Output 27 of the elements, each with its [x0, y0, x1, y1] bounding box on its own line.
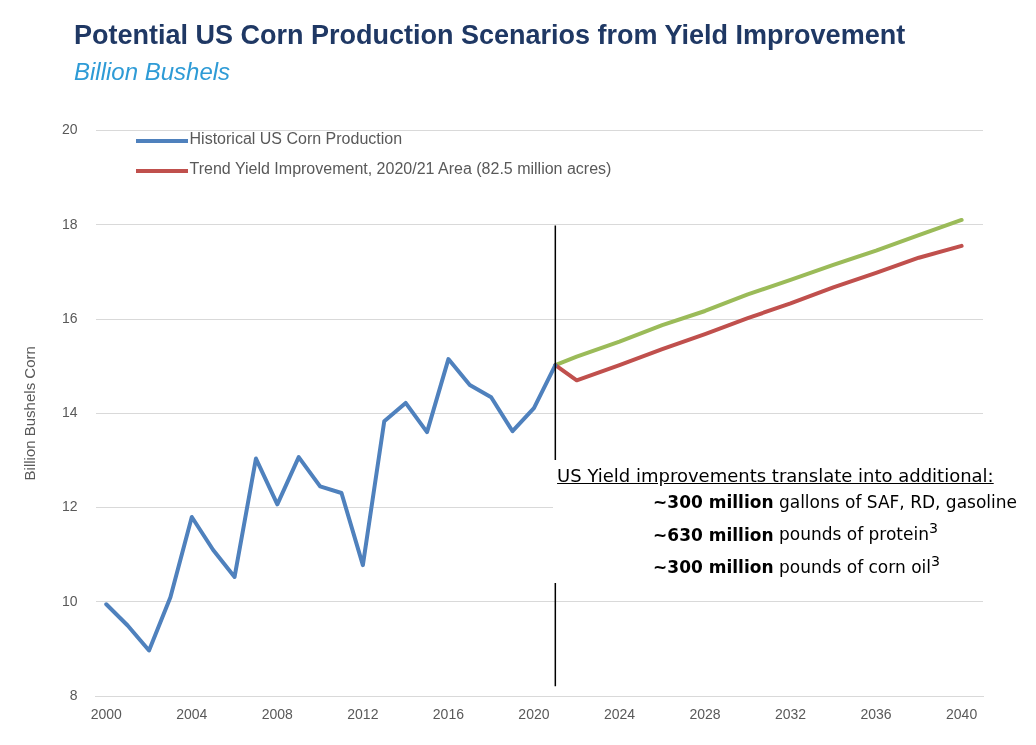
annotation: ~300 million pounds of corn oil$^{3}$: [653, 553, 940, 578]
x-tick-label: 2024: [603, 706, 636, 723]
x-tick-label: 2012: [347, 706, 379, 723]
x-tick-label: 2004: [176, 706, 208, 723]
x-tick-label: 2016: [432, 706, 465, 723]
y-tick-label: 14: [61, 404, 78, 421]
annotation: ~630 million pounds of protein$^{3}$: [653, 520, 938, 545]
x-tick-label: 2000: [90, 706, 123, 723]
y-tick-label: 18: [61, 215, 78, 232]
x-tick-label: 2020: [518, 706, 550, 723]
y-axis-title: Billion Bushels Corn: [21, 346, 39, 481]
x-tick-label: 2008: [261, 706, 294, 723]
x-tick-label: 2032: [774, 706, 807, 723]
y-tick-label: 10: [61, 592, 78, 609]
annotation: ~300 million gallons of SAF, RD, gasoline: [653, 491, 1017, 512]
y-tick-label: 12: [61, 498, 78, 515]
x-tick-label: 2028: [689, 706, 721, 723]
chart-title: Potential US Corn Production Scenarios from Yield Improvement: [74, 20, 906, 51]
legend-label: Trend Yield Improvement, 2020/21 Area (82.5 million acres): [189, 160, 613, 179]
chart-subtitle: Billion Bushels: [74, 58, 231, 86]
y-tick-label: 20: [61, 121, 78, 138]
y-tick-label: 16: [61, 309, 78, 326]
legend-label: Historical US Corn Production: [189, 130, 404, 149]
y-tick-label: 8: [69, 687, 78, 704]
annotation: US Yield improvements translate into additional:: [557, 463, 995, 488]
x-tick-label: 2036: [860, 706, 892, 723]
x-tick-label: 2040: [946, 706, 978, 723]
